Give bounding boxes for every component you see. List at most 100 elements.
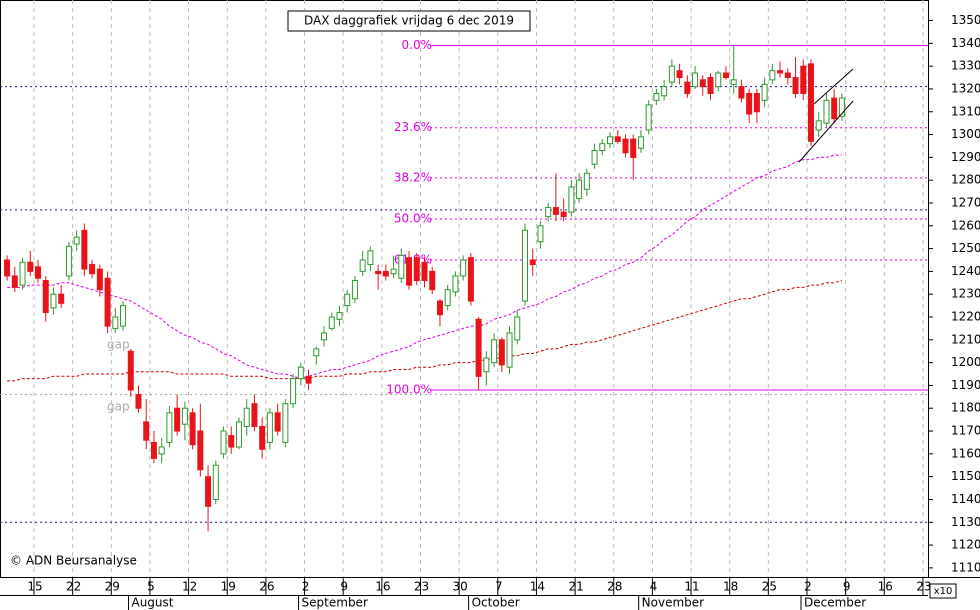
candle-body xyxy=(406,257,413,286)
candle-body xyxy=(344,293,351,307)
candle-body xyxy=(58,293,65,304)
candle-body xyxy=(81,229,88,270)
candle-body xyxy=(413,257,420,282)
x-tick-label: 9 xyxy=(340,580,348,594)
candle-body xyxy=(444,289,451,307)
y-tick-label: 1220 xyxy=(951,310,980,324)
candle-body xyxy=(831,97,838,120)
candle-body xyxy=(197,430,204,471)
candle-body xyxy=(599,143,606,152)
y-tick-label: 1350 xyxy=(951,13,980,27)
candle-body xyxy=(27,261,34,272)
x-tick-label: 18 xyxy=(723,580,738,594)
candle-body xyxy=(838,97,845,117)
y-tick-label: 1250 xyxy=(951,241,980,255)
x-tick-label: 12 xyxy=(182,580,197,594)
month-label: October xyxy=(472,596,520,610)
candle-body xyxy=(653,93,660,101)
candle-body xyxy=(529,259,536,266)
y-tick-label: 1260 xyxy=(951,218,980,232)
candle-body xyxy=(336,311,343,320)
candle-body xyxy=(514,316,521,341)
fib-label: 100.0% xyxy=(386,382,432,396)
candle-body xyxy=(583,172,590,190)
month-label: December xyxy=(804,596,866,610)
candle-body xyxy=(73,236,80,245)
candle-body xyxy=(699,79,706,88)
y-tick-label: 1120 xyxy=(951,538,980,552)
gap-label: gap xyxy=(107,400,130,414)
fib-label: 23.6% xyxy=(394,120,432,134)
candle-body xyxy=(460,259,467,277)
y-tick-label: 1210 xyxy=(951,332,980,346)
candle-body xyxy=(42,280,49,313)
candle-body xyxy=(382,270,389,277)
candle-body xyxy=(367,250,374,266)
y-tick-label: 1190 xyxy=(951,378,980,392)
moving-average xyxy=(7,280,843,382)
candle-body xyxy=(158,446,165,455)
candle-body xyxy=(491,339,498,364)
candle-body xyxy=(96,268,103,291)
candle-body xyxy=(220,430,227,455)
x-tick-label: 29 xyxy=(105,580,120,594)
channel-lower xyxy=(798,100,854,163)
x-tick-label: 7 xyxy=(495,580,503,594)
candle-body xyxy=(607,136,614,145)
candle-body xyxy=(668,65,675,83)
gap-label: gap xyxy=(107,338,130,352)
candle-body xyxy=(375,270,382,275)
candle-body xyxy=(452,275,459,293)
candle-body xyxy=(429,270,436,291)
candle-body xyxy=(398,254,405,279)
axis-note: x10 xyxy=(934,586,953,597)
y-tick-label: 1300 xyxy=(951,127,980,141)
candle-body xyxy=(808,63,814,142)
candle-body xyxy=(390,268,397,275)
chart-title: DAX daggrafiek vrijdag 6 dec 2019 xyxy=(304,14,514,28)
candle-body xyxy=(290,378,297,405)
candle-body xyxy=(800,65,807,95)
candle-body xyxy=(483,357,490,373)
candle-body xyxy=(746,93,753,115)
candle-body xyxy=(282,403,289,443)
candle-body xyxy=(166,412,173,443)
x-tick-label: 5 xyxy=(147,580,155,594)
candle-body xyxy=(521,229,528,302)
candle-body xyxy=(205,476,212,507)
candle-body xyxy=(135,394,142,409)
y-tick-label: 1340 xyxy=(951,36,980,50)
copyright: © ADN Beursanalyse xyxy=(10,554,137,568)
candle-body xyxy=(753,93,760,113)
candle-body xyxy=(65,245,72,277)
x-tick-label: 16 xyxy=(375,580,390,594)
x-tick-label: 2 xyxy=(804,580,812,594)
candle-body xyxy=(11,275,18,288)
candle-body xyxy=(792,77,799,95)
candle-body xyxy=(19,261,26,286)
x-tick-label: 14 xyxy=(530,580,545,594)
candle-body xyxy=(174,407,181,432)
candle-body xyxy=(112,316,119,329)
candle-body xyxy=(475,318,482,377)
y-tick-label: 1330 xyxy=(951,59,980,73)
y-tick-label: 1200 xyxy=(951,355,980,369)
y-tick-label: 1160 xyxy=(951,446,980,460)
candle-body xyxy=(251,403,258,427)
grid xyxy=(33,0,924,577)
candle-body xyxy=(777,70,784,74)
x-tick-label: 15 xyxy=(27,580,42,594)
x-tick-label: 25 xyxy=(762,580,777,594)
candle-body xyxy=(560,211,567,218)
candle-body xyxy=(235,421,242,448)
candle-body xyxy=(120,305,127,327)
candle-body xyxy=(35,266,41,279)
candle-body xyxy=(4,259,11,277)
candle-body xyxy=(576,179,583,199)
title-box xyxy=(287,10,531,32)
candle-body xyxy=(815,120,822,131)
candle-body xyxy=(359,259,366,272)
month-label: November xyxy=(642,596,704,610)
candle-body xyxy=(730,79,737,85)
candle-body xyxy=(321,332,328,341)
